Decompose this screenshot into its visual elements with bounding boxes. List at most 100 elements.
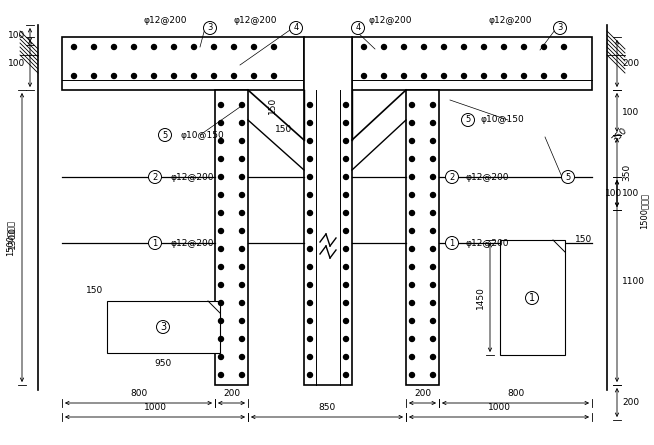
Circle shape — [409, 138, 415, 143]
Circle shape — [502, 73, 506, 78]
Circle shape — [252, 73, 256, 78]
Circle shape — [171, 44, 177, 49]
Circle shape — [239, 336, 245, 341]
Circle shape — [239, 174, 245, 179]
Circle shape — [343, 157, 349, 162]
Text: 200: 200 — [622, 398, 639, 407]
Circle shape — [218, 283, 224, 287]
Circle shape — [307, 228, 313, 234]
Circle shape — [409, 228, 415, 234]
Text: φ12@200: φ12@200 — [170, 239, 213, 247]
Circle shape — [430, 157, 436, 162]
Circle shape — [239, 102, 245, 108]
Circle shape — [409, 319, 415, 324]
Text: 150: 150 — [86, 286, 103, 295]
Circle shape — [421, 73, 426, 78]
Text: φ12@200: φ12@200 — [170, 173, 213, 182]
Text: 100: 100 — [8, 31, 25, 40]
Circle shape — [430, 355, 436, 360]
Circle shape — [218, 336, 224, 341]
Circle shape — [307, 319, 313, 324]
Circle shape — [562, 170, 574, 183]
Text: φ10@150: φ10@150 — [480, 116, 524, 125]
Text: 5: 5 — [565, 173, 571, 182]
Circle shape — [218, 300, 224, 306]
Circle shape — [158, 129, 171, 142]
Circle shape — [252, 44, 256, 49]
Circle shape — [409, 174, 415, 179]
Circle shape — [218, 193, 224, 198]
Circle shape — [239, 247, 245, 251]
Circle shape — [430, 264, 436, 270]
Circle shape — [239, 355, 245, 360]
Circle shape — [542, 44, 547, 49]
Circle shape — [409, 300, 415, 306]
Circle shape — [239, 283, 245, 287]
Text: 350: 350 — [610, 126, 628, 144]
Circle shape — [71, 44, 77, 49]
Circle shape — [562, 44, 566, 49]
Circle shape — [430, 174, 436, 179]
Text: 5: 5 — [466, 116, 471, 125]
Circle shape — [409, 210, 415, 215]
Circle shape — [211, 73, 216, 78]
Text: 150: 150 — [575, 235, 593, 244]
Circle shape — [381, 73, 387, 78]
Circle shape — [218, 138, 224, 143]
Circle shape — [481, 44, 487, 49]
Circle shape — [343, 336, 349, 341]
Bar — [215, 90, 248, 385]
Text: 1000: 1000 — [487, 403, 511, 412]
Text: 150: 150 — [268, 97, 277, 113]
Circle shape — [307, 210, 313, 215]
Circle shape — [239, 300, 245, 306]
Text: 1: 1 — [449, 239, 455, 247]
Circle shape — [239, 121, 245, 125]
Circle shape — [218, 264, 224, 270]
Circle shape — [430, 247, 436, 251]
Circle shape — [343, 193, 349, 198]
Circle shape — [92, 44, 97, 49]
Circle shape — [152, 73, 156, 78]
Circle shape — [409, 264, 415, 270]
Circle shape — [430, 121, 436, 125]
Text: 1500埋土侧: 1500埋土侧 — [5, 219, 14, 255]
Circle shape — [131, 44, 137, 49]
Circle shape — [271, 44, 277, 49]
Circle shape — [307, 138, 313, 143]
Circle shape — [307, 193, 313, 198]
Circle shape — [307, 355, 313, 360]
Circle shape — [409, 121, 415, 125]
Circle shape — [409, 283, 415, 287]
Circle shape — [421, 44, 426, 49]
Circle shape — [239, 264, 245, 270]
Text: 1300: 1300 — [8, 226, 17, 249]
Circle shape — [409, 102, 415, 108]
Circle shape — [430, 300, 436, 306]
Circle shape — [218, 228, 224, 234]
Text: φ12@200: φ12@200 — [489, 16, 532, 25]
Text: φ12@200: φ12@200 — [233, 16, 277, 25]
Text: 3: 3 — [160, 322, 166, 332]
Circle shape — [232, 73, 237, 78]
Circle shape — [362, 73, 366, 78]
Circle shape — [542, 73, 547, 78]
Circle shape — [218, 247, 224, 251]
Circle shape — [402, 73, 407, 78]
Text: 1: 1 — [152, 239, 158, 247]
Bar — [62, 37, 304, 90]
Circle shape — [218, 355, 224, 360]
Text: 1500背土侧: 1500背土侧 — [640, 193, 649, 229]
Text: φ12@200: φ12@200 — [465, 239, 509, 247]
Circle shape — [211, 44, 216, 49]
Circle shape — [445, 236, 458, 250]
Circle shape — [343, 121, 349, 125]
Circle shape — [218, 121, 224, 125]
Text: 200: 200 — [414, 389, 431, 398]
Text: 100: 100 — [622, 108, 639, 117]
Text: 950: 950 — [154, 359, 171, 368]
Circle shape — [156, 320, 169, 333]
Circle shape — [307, 121, 313, 125]
Circle shape — [307, 300, 313, 306]
Circle shape — [430, 138, 436, 143]
